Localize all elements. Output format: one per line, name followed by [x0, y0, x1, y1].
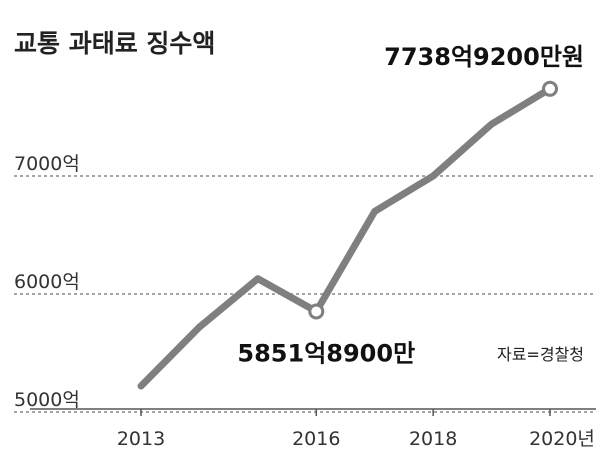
data-point-2016: [308, 303, 325, 320]
data-point-2020: [542, 80, 558, 97]
x-tick-labels: 2013 2016 2018 2020년: [117, 409, 595, 450]
source-note: 자료=경찰청: [497, 345, 584, 364]
y-tick-label-6000: 6000억: [14, 271, 80, 293]
y-tick-labels: 5000억 6000억 7000억: [14, 153, 80, 411]
x-tick-label-2020: 2020년: [529, 428, 595, 450]
series-group: [137, 80, 558, 390]
grid-lines: [14, 175, 596, 413]
x-tick-label-2018: 2018: [409, 428, 457, 450]
annotation-label-2016: 5851억8900만: [237, 339, 415, 367]
y-tick-label-7000: 7000억: [14, 153, 80, 175]
chart-title: 교통 과태료 징수액: [14, 29, 215, 58]
series-line: [137, 85, 554, 390]
annotation-label-2020: 7738억9200만원: [384, 43, 584, 71]
x-tick-label-2013: 2013: [117, 428, 165, 450]
x-tick-label-2016: 2016: [292, 428, 340, 450]
y-tick-label-5000: 5000억: [14, 389, 80, 411]
